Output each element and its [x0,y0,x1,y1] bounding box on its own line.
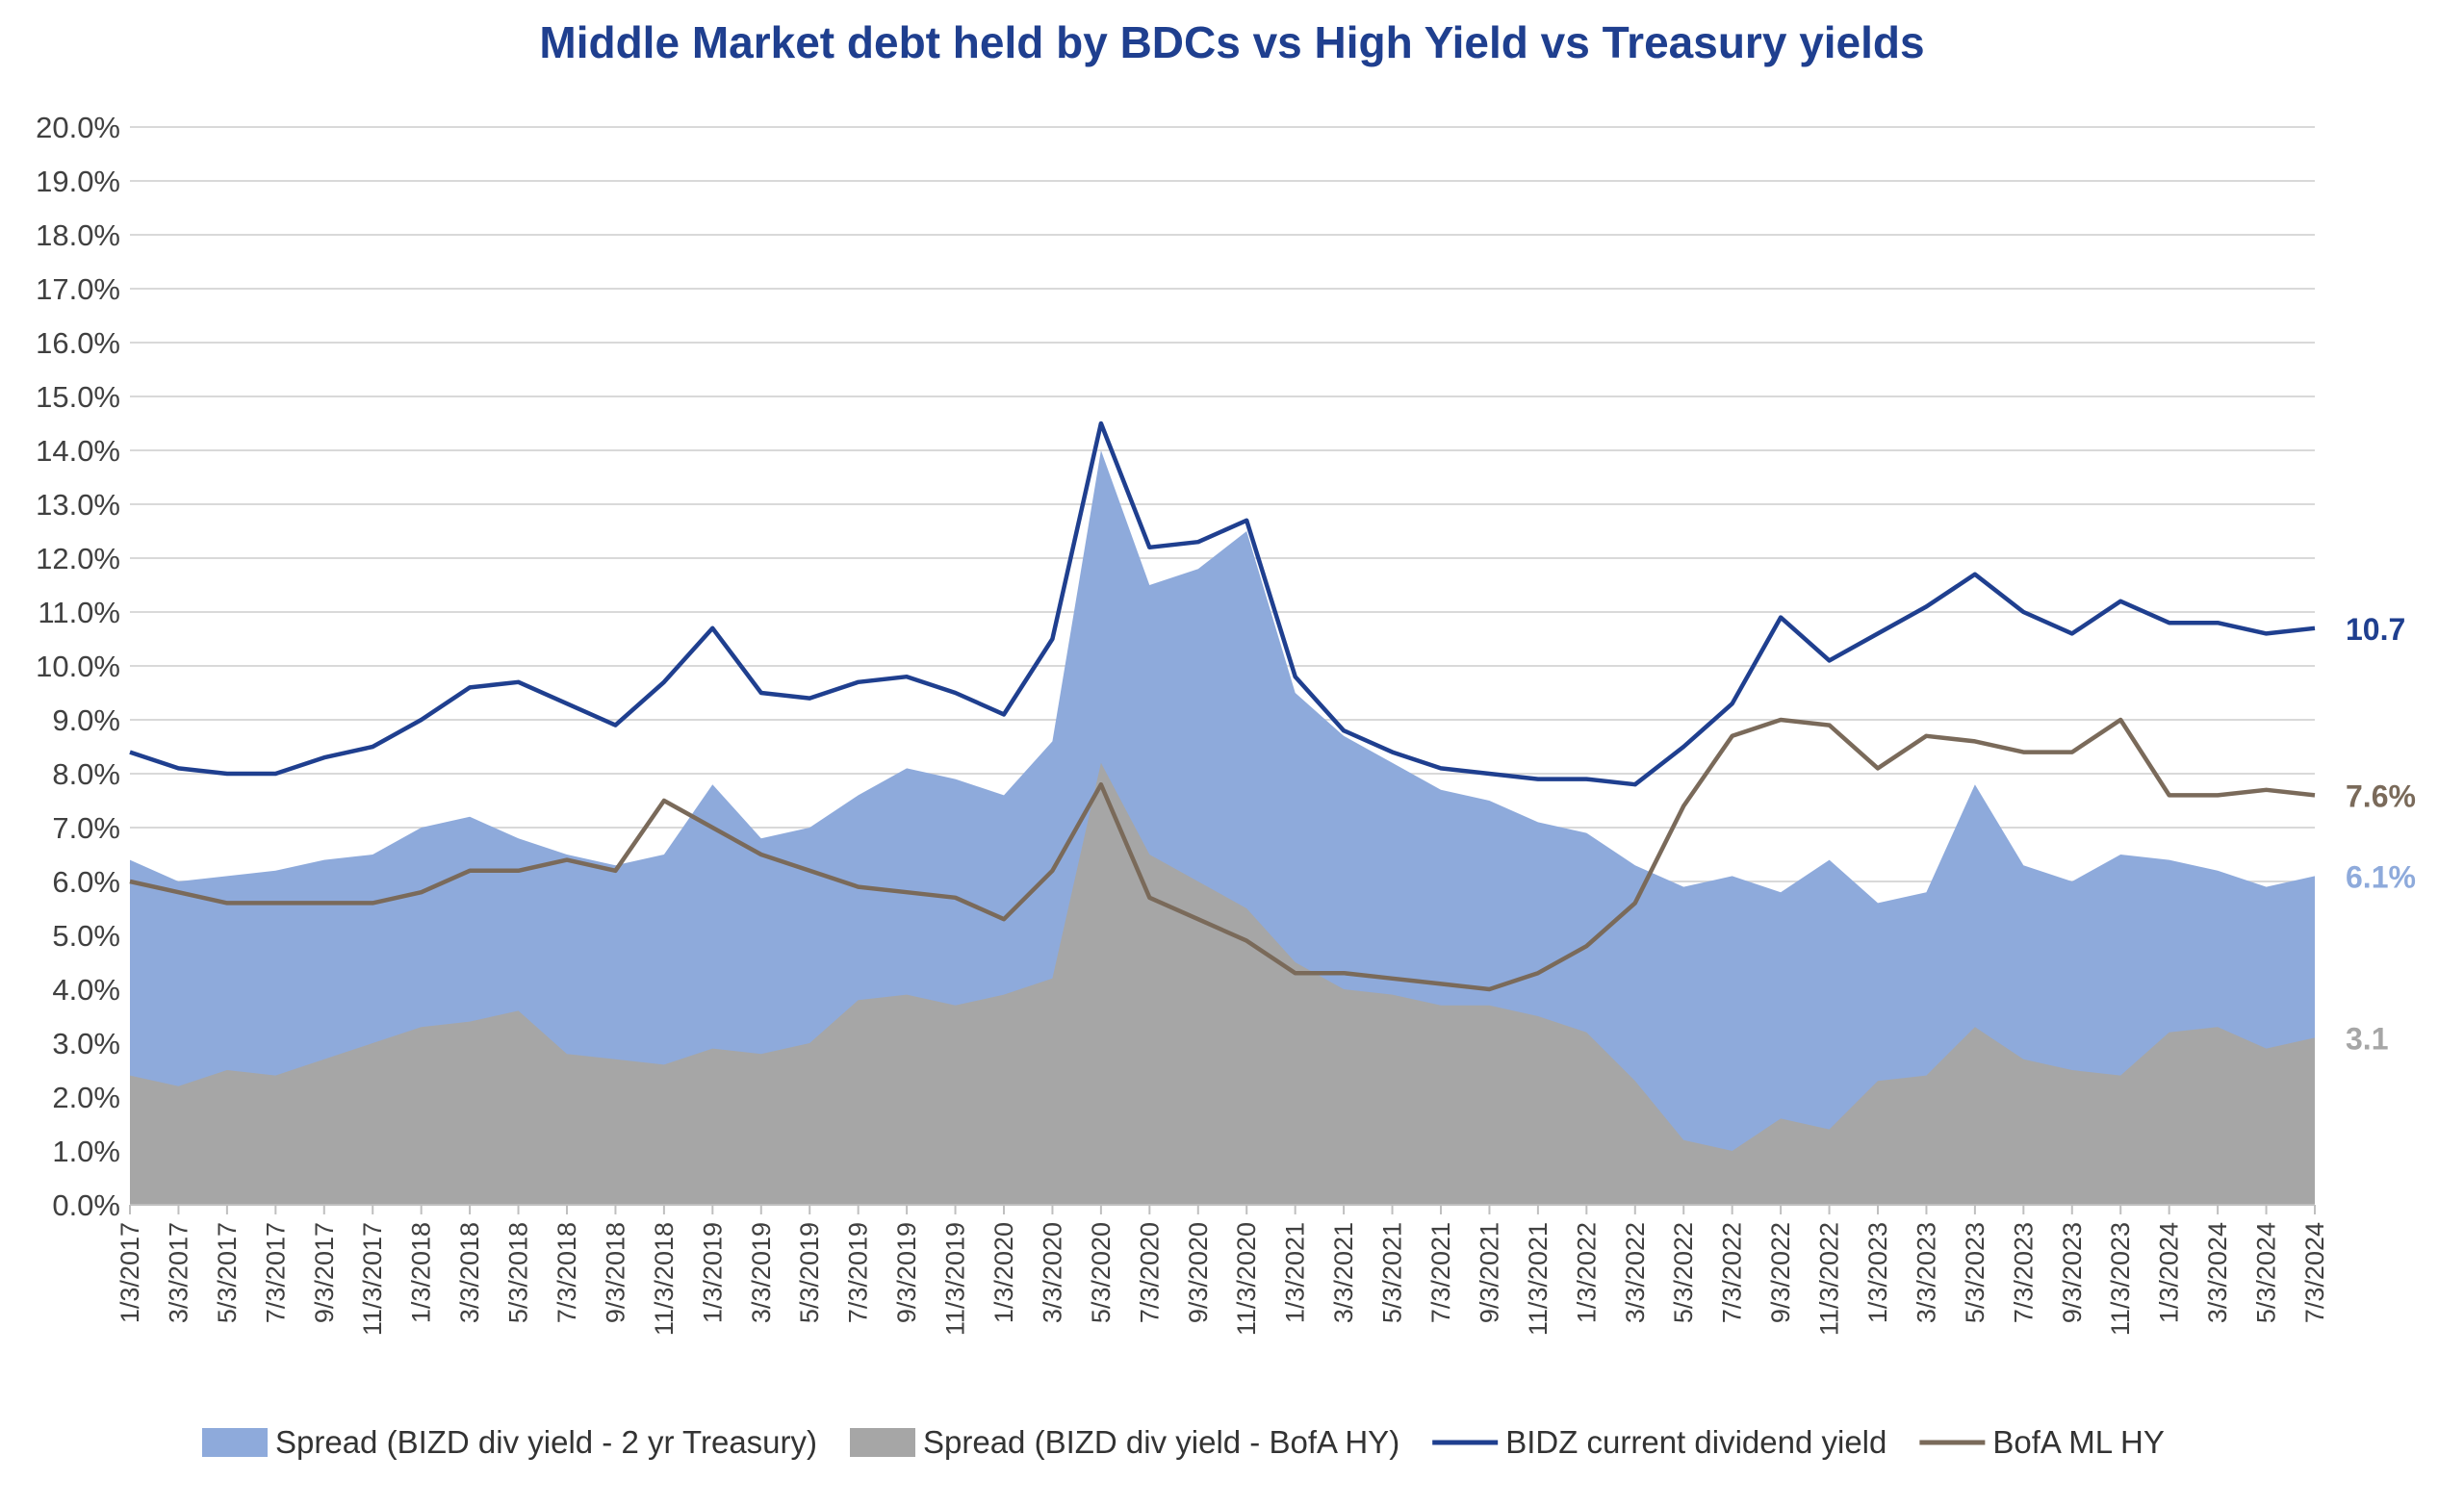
end-labels: 10.7 7.6% 6.1% 3.1 [2346,612,2416,1057]
x-tick-label: 9/3/2019 [892,1222,921,1323]
y-tick-label: 16.0% [36,326,120,360]
x-tick-label: 3/3/2024 [2203,1222,2232,1323]
y-tick-label: 3.0% [52,1027,120,1060]
x-tick-label: 5/3/2022 [1669,1222,1698,1323]
x-tick-label: 7/3/2019 [844,1222,873,1323]
y-tick-label: 18.0% [36,218,120,252]
x-axis: 1/3/2017 3/3/2017 5/3/2017 7/3/2017 9/3/2017… [116,1204,2329,1336]
x-tick-label: 3/3/2021 [1329,1222,1358,1323]
x-tick-label: 11/3/2021 [1524,1222,1553,1336]
x-tick-label: 5/3/2024 [2252,1222,2281,1323]
x-tick-label: 7/3/2020 [1135,1222,1164,1323]
line-series [129,421,2316,992]
legend-swatch [850,1428,915,1457]
x-tick-label: 5/3/2018 [504,1222,533,1323]
y-tick-label: 0.0% [52,1188,120,1222]
y-axis: 0.0% 1.0% 2.0% 3.0% 4.0% 5.0% 6.0% 7.0% 8.0% 9.0%… [36,111,120,1222]
legend-label: Spread (BIZD div yield - BofA HY) [923,1424,1399,1460]
end-label: 6.1% [2346,859,2416,894]
x-tick-label: 11/3/2018 [650,1222,679,1336]
x-tick-label: 5/3/2020 [1087,1222,1116,1323]
legend: Spread (BIZD div yield - 2 yr Treasury) S… [202,1424,2165,1460]
x-tick-label: 1/3/2022 [1572,1222,1601,1323]
x-tick-label: 3/3/2022 [1621,1222,1650,1323]
legend-label: Spread (BIZD div yield - 2 yr Treasury) [275,1424,817,1460]
y-tick-label: 7.0% [52,811,120,845]
x-tick-label: 7/3/2023 [2009,1222,2038,1323]
x-tick-label: 1/3/2024 [2155,1222,2184,1323]
x-tick-label: 3/3/2019 [747,1222,776,1323]
y-tick-label: 12.0% [36,542,120,575]
x-tick-label: 7/3/2024 [2300,1222,2329,1323]
x-tick-label: 1/3/2023 [1863,1222,1892,1323]
x-tick-label: 3/3/2020 [1038,1222,1066,1323]
y-tick-label: 9.0% [52,703,120,737]
x-tick-label: 5/3/2021 [1378,1222,1407,1323]
x-tick-label: 11/3/2020 [1232,1222,1261,1336]
x-tick-label: 9/3/2020 [1184,1222,1213,1323]
line-series-1 [129,421,2316,787]
line-series-2 [129,717,2316,992]
end-label: 10.7 [2346,612,2405,647]
x-tick-label: 5/3/2017 [213,1222,242,1323]
x-tick-label: 3/3/2023 [1912,1222,1940,1323]
y-tick-label: 11.0% [38,596,120,629]
x-tick-label: 11/3/2023 [2106,1222,2135,1336]
chart-title: Middle Market debt held by BDCs vs High … [539,17,1924,67]
y-tick-label: 14.0% [36,434,120,468]
area-series-2 [130,762,2315,1205]
x-tick-label: 9/3/2022 [1766,1222,1795,1323]
legend-label: BIDZ current dividend yield [1505,1424,1886,1460]
x-tick-label: 5/3/2023 [1961,1222,1989,1323]
area-series-1 [130,450,2315,1205]
end-label: 3.1 [2346,1021,2388,1056]
y-tick-label: 8.0% [52,757,120,791]
x-tick-label: 1/3/2018 [407,1222,436,1323]
end-label: 7.6% [2346,779,2416,813]
y-tick-label: 20.0% [36,111,120,144]
x-tick-label: 1/3/2021 [1281,1222,1310,1323]
x-tick-label: 9/3/2018 [601,1222,629,1323]
y-tick-label: 15.0% [36,380,120,414]
y-tick-label: 19.0% [36,165,120,198]
legend-label: BofA ML HY [1992,1424,2165,1460]
x-tick-label: 1/3/2020 [989,1222,1018,1323]
x-tick-label: 1/3/2019 [698,1222,727,1323]
x-tick-label: 7/3/2018 [552,1222,581,1323]
area-series [130,450,2315,1205]
y-tick-label: 2.0% [52,1081,120,1114]
x-tick-label: 7/3/2017 [261,1222,290,1323]
y-tick-label: 1.0% [52,1135,120,1168]
x-tick-label: 3/3/2018 [455,1222,484,1323]
x-tick-label: 1/3/2017 [116,1222,144,1323]
y-tick-label: 6.0% [52,865,120,899]
y-tick-label: 13.0% [36,488,120,522]
x-tick-label: 11/3/2022 [1815,1222,1844,1336]
x-tick-label: 3/3/2017 [164,1222,192,1323]
x-tick-label: 5/3/2019 [795,1222,824,1323]
x-tick-label: 9/3/2017 [310,1222,339,1323]
x-tick-label: 7/3/2022 [1718,1222,1747,1323]
y-tick-label: 10.0% [36,650,120,683]
x-tick-label: 11/3/2019 [941,1222,970,1336]
x-tick-label: 9/3/2021 [1475,1222,1503,1323]
legend-swatch [202,1428,268,1457]
y-tick-label: 4.0% [52,973,120,1007]
x-tick-label: 11/3/2017 [358,1222,387,1336]
x-tick-label: 9/3/2023 [2058,1222,2087,1323]
x-tick-label: 7/3/2021 [1426,1222,1455,1323]
y-tick-label: 17.0% [36,272,120,306]
y-tick-label: 5.0% [52,919,120,953]
